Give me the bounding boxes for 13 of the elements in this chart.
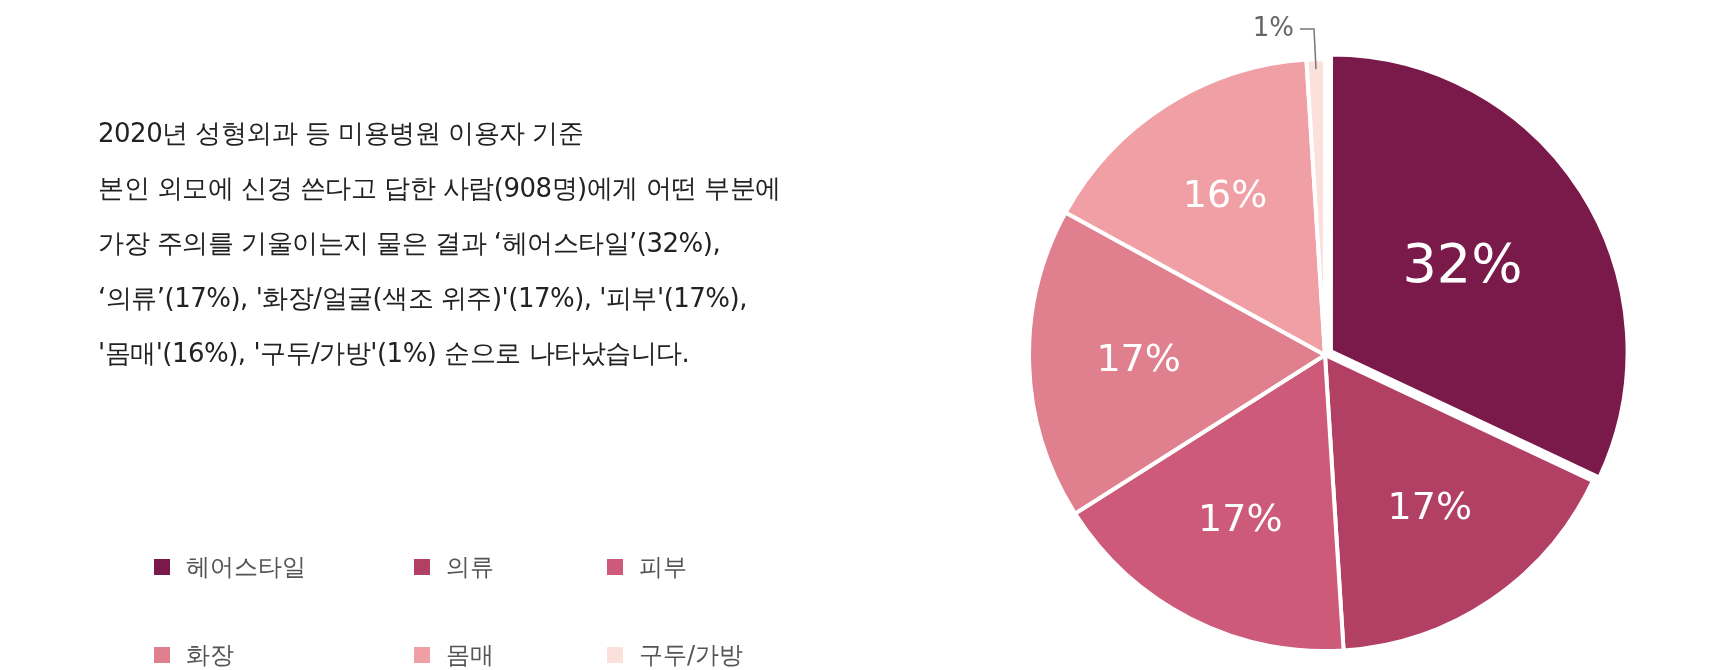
legend-label: 구두/가방 (639, 640, 744, 670)
data-label: 32% (1402, 231, 1523, 295)
data-label: 1% (1252, 11, 1295, 42)
data-label: 17% (1198, 496, 1283, 541)
text: 2020년 성형외과 등 미용병원 이용자 기준 본인 외모에 신경 쓴다고 답한 사람(908명)에게 어떤 부분에 가장 주의를 기울이는지 물은 결과 ‘헤어스타일’(32%), ‘의류’(17%), '화장/얼굴(색조 위주)'(17%), '피부'(17%), '몸매'(16%), '구두/가방'(1%) 순으로 나타났습니다. (98, 117, 782, 370)
legend-label: 피부 (639, 552, 687, 583)
legend-label: 몸매 (446, 640, 494, 670)
data-label: 17% (1096, 335, 1181, 380)
data-label: 16% (1182, 172, 1268, 217)
legend-label: 화장 (186, 640, 234, 670)
legend-label: 헤어스타일 (186, 552, 306, 583)
data-label: 17% (1387, 484, 1473, 529)
legend-label: 의류 (446, 552, 494, 583)
